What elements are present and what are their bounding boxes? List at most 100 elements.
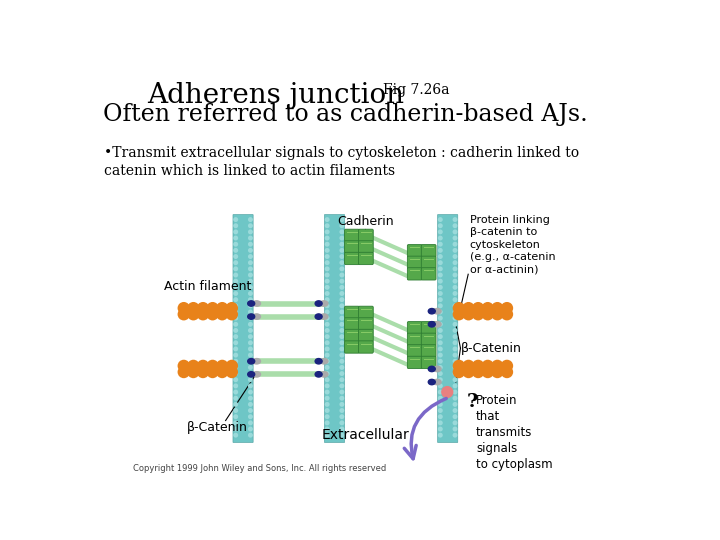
Circle shape — [325, 223, 330, 228]
Circle shape — [482, 302, 494, 314]
Circle shape — [233, 328, 238, 333]
Circle shape — [233, 316, 238, 321]
Ellipse shape — [315, 359, 322, 364]
FancyBboxPatch shape — [345, 318, 359, 330]
Ellipse shape — [253, 301, 261, 306]
Circle shape — [453, 427, 457, 431]
Circle shape — [500, 366, 513, 378]
Circle shape — [325, 408, 330, 413]
Circle shape — [233, 273, 238, 278]
Circle shape — [248, 377, 253, 382]
Circle shape — [339, 365, 344, 370]
Circle shape — [178, 366, 190, 378]
Circle shape — [233, 353, 238, 357]
FancyBboxPatch shape — [345, 306, 359, 319]
Circle shape — [462, 308, 474, 320]
Circle shape — [339, 279, 344, 284]
Circle shape — [438, 371, 443, 376]
Text: ?: ? — [467, 393, 478, 411]
Circle shape — [187, 360, 199, 372]
Circle shape — [248, 254, 253, 259]
Circle shape — [233, 389, 238, 395]
Text: β-Catenin: β-Catenin — [461, 342, 521, 355]
Circle shape — [453, 248, 457, 253]
Circle shape — [233, 396, 238, 401]
Circle shape — [339, 328, 344, 333]
Circle shape — [233, 291, 238, 296]
Circle shape — [325, 420, 330, 426]
Circle shape — [339, 340, 344, 345]
Circle shape — [339, 260, 344, 265]
Ellipse shape — [248, 301, 255, 306]
Circle shape — [233, 420, 238, 426]
Circle shape — [339, 334, 344, 339]
Circle shape — [233, 260, 238, 265]
Circle shape — [500, 360, 513, 372]
Circle shape — [233, 377, 238, 382]
Circle shape — [339, 248, 344, 253]
Text: Fig 7.26a: Fig 7.26a — [383, 83, 449, 97]
Circle shape — [233, 414, 238, 419]
Circle shape — [248, 383, 253, 388]
Circle shape — [325, 254, 330, 259]
Circle shape — [453, 308, 465, 320]
FancyBboxPatch shape — [421, 322, 436, 334]
Circle shape — [187, 302, 199, 314]
Circle shape — [453, 223, 457, 228]
FancyBboxPatch shape — [345, 341, 359, 353]
FancyBboxPatch shape — [408, 268, 422, 280]
Circle shape — [325, 396, 330, 401]
Circle shape — [339, 322, 344, 327]
Circle shape — [453, 328, 457, 333]
Circle shape — [339, 223, 344, 228]
Circle shape — [339, 285, 344, 290]
Circle shape — [453, 371, 457, 376]
Circle shape — [472, 302, 485, 314]
Circle shape — [500, 302, 513, 314]
Circle shape — [248, 248, 253, 253]
Circle shape — [453, 266, 457, 271]
Circle shape — [339, 420, 344, 426]
Circle shape — [438, 340, 443, 345]
Circle shape — [197, 366, 210, 378]
Circle shape — [438, 316, 443, 321]
Circle shape — [325, 334, 330, 339]
FancyBboxPatch shape — [408, 333, 422, 346]
Circle shape — [453, 420, 457, 426]
Circle shape — [325, 309, 330, 314]
Circle shape — [248, 408, 253, 413]
Circle shape — [233, 230, 238, 234]
Ellipse shape — [248, 314, 255, 319]
Circle shape — [325, 242, 330, 247]
Circle shape — [438, 260, 443, 265]
Circle shape — [325, 347, 330, 352]
Circle shape — [453, 366, 465, 378]
Circle shape — [325, 427, 330, 431]
Circle shape — [438, 347, 443, 352]
Circle shape — [453, 383, 457, 388]
Circle shape — [453, 230, 457, 234]
Circle shape — [438, 359, 443, 364]
Circle shape — [233, 402, 238, 407]
Circle shape — [438, 235, 443, 240]
FancyBboxPatch shape — [345, 329, 359, 342]
FancyBboxPatch shape — [421, 256, 436, 268]
FancyBboxPatch shape — [421, 333, 436, 346]
Ellipse shape — [320, 314, 328, 319]
Circle shape — [472, 308, 485, 320]
FancyBboxPatch shape — [408, 345, 422, 357]
Ellipse shape — [253, 314, 261, 319]
Ellipse shape — [253, 372, 261, 377]
Circle shape — [248, 328, 253, 333]
Circle shape — [233, 248, 238, 253]
Circle shape — [453, 302, 465, 314]
Circle shape — [325, 359, 330, 364]
Circle shape — [453, 254, 457, 259]
Circle shape — [339, 217, 344, 222]
Circle shape — [248, 279, 253, 284]
Circle shape — [233, 383, 238, 388]
Ellipse shape — [428, 379, 436, 384]
Circle shape — [453, 359, 457, 364]
Circle shape — [225, 302, 238, 314]
Circle shape — [233, 285, 238, 290]
